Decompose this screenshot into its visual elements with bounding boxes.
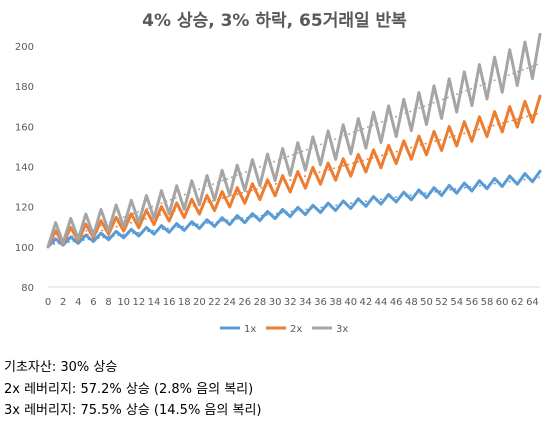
x-tick-label: 24 xyxy=(223,297,236,308)
x-tick-label: 22 xyxy=(208,297,221,308)
x-tick-label: 8 xyxy=(105,297,111,308)
x-tick-label: 6 xyxy=(90,297,96,308)
x-tick-label: 40 xyxy=(344,297,357,308)
series-lines xyxy=(46,32,542,249)
x-tick-label: 0 xyxy=(45,297,51,308)
legend: 1x 2x 3x xyxy=(220,324,348,335)
y-tick-label: 140 xyxy=(15,163,34,174)
y-tick-label: 180 xyxy=(15,82,34,93)
x-tick-label: 26 xyxy=(238,297,251,308)
x-tick-label: 12 xyxy=(132,297,145,308)
x-tick-label: 50 xyxy=(420,297,433,308)
summary-underlying: 기초자산: 30% 상승 xyxy=(4,360,118,375)
x-tick-label: 16 xyxy=(163,297,176,308)
legend-label-3x: 3x xyxy=(336,324,348,335)
x-tick-label: 14 xyxy=(148,297,161,308)
y-tick-label: 80 xyxy=(21,283,34,294)
x-tick-label: 44 xyxy=(375,297,388,308)
x-tick-label: 56 xyxy=(466,297,479,308)
x-tick-label: 38 xyxy=(329,297,342,308)
x-tick-label: 34 xyxy=(299,297,312,308)
x-tick-label: 20 xyxy=(193,297,206,308)
y-tick-label: 160 xyxy=(15,122,34,133)
x-tick-label: 46 xyxy=(390,297,403,308)
x-tick-label: 54 xyxy=(450,297,463,308)
x-tick-label: 32 xyxy=(284,297,297,308)
x-tick-label: 62 xyxy=(511,297,524,308)
x-axis: 0 2 4 6 8 10 12 14 16 18 20 22 24 26 28 30 32 34 36 38 40 42 4… xyxy=(45,286,540,308)
y-axis: 80 100 120 140 160 180 200 xyxy=(15,42,34,294)
y-tick-label: 100 xyxy=(15,243,34,254)
x-tick-label: 28 xyxy=(254,297,267,308)
x-tick-label: 10 xyxy=(117,297,130,308)
y-tick-label: 120 xyxy=(15,203,34,214)
chart-title: 4% 상승, 3% 하락, 65거래일 반복 xyxy=(142,11,407,31)
x-tick-label: 36 xyxy=(314,297,327,308)
series-line-1x xyxy=(46,169,542,249)
y-tick-label: 200 xyxy=(15,42,34,53)
x-tick-label: 18 xyxy=(178,297,191,308)
summary-2x: 2x 레버리지: 57.2% 상승 (2.8% 음의 복리) xyxy=(4,382,254,397)
x-tick-label: 2 xyxy=(60,297,66,308)
summary-3x: 3x 레버리지: 75.5% 상승 (14.5% 음의 복리) xyxy=(4,403,262,418)
legend-label-2x: 2x xyxy=(290,324,302,335)
series-line-3x xyxy=(46,32,542,249)
x-tick-label: 64 xyxy=(526,297,539,308)
x-tick-label: 60 xyxy=(496,297,509,308)
x-tick-label: 52 xyxy=(435,297,448,308)
x-tick-label: 58 xyxy=(481,297,494,308)
x-tick-label: 4 xyxy=(75,297,81,308)
legend-label-1x: 1x xyxy=(244,324,256,335)
x-tick-label: 30 xyxy=(269,297,282,308)
series-line-2x xyxy=(46,94,542,249)
x-tick-label: 42 xyxy=(360,297,373,308)
x-tick-label: 48 xyxy=(405,297,418,308)
